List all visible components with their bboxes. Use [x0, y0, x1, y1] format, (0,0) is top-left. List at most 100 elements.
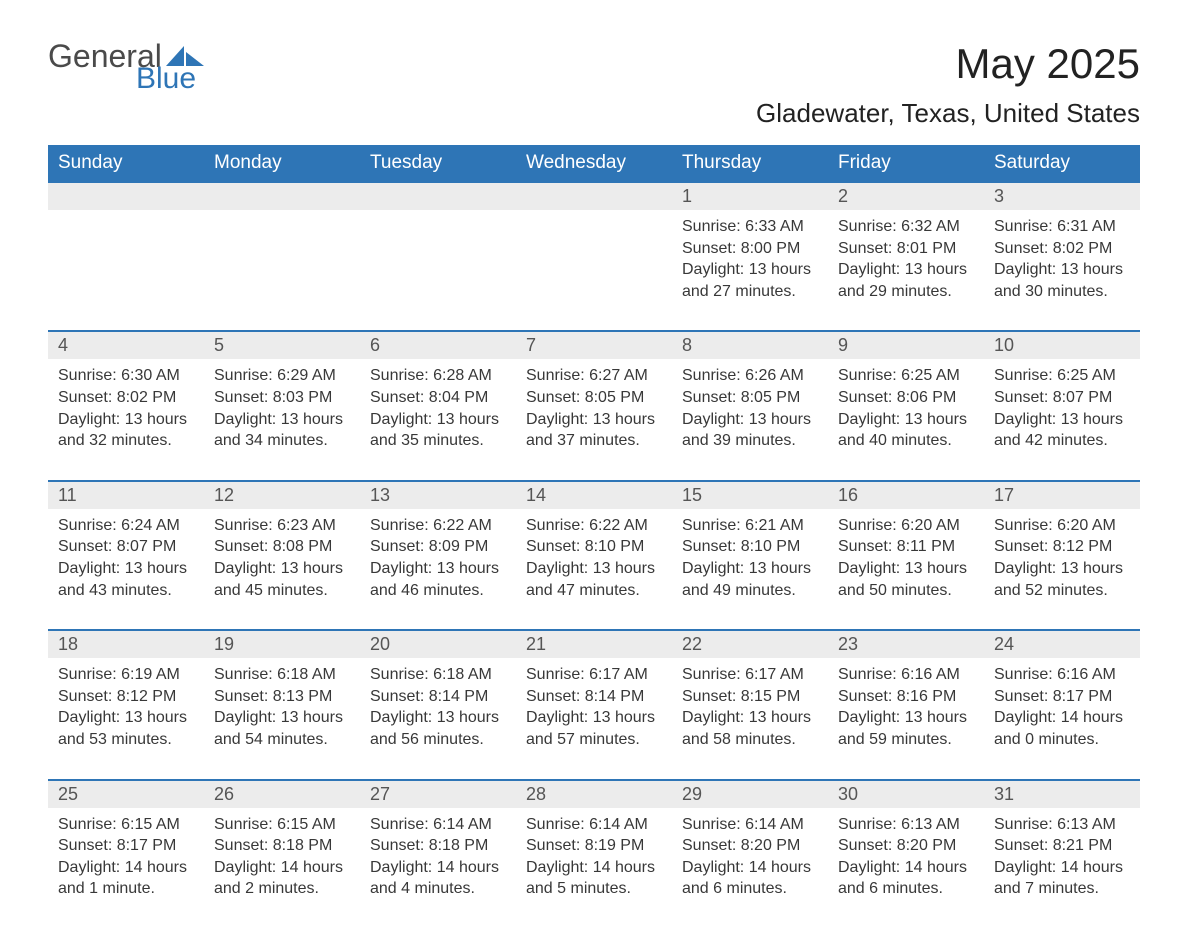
- daylight-line: Daylight: 13 hours and 37 minutes.: [526, 409, 662, 452]
- day-number-cell: 23: [828, 630, 984, 658]
- sunset-line: Sunset: 8:07 PM: [58, 536, 194, 558]
- day-number-cell: 22: [672, 630, 828, 658]
- day-info-cell: [204, 210, 360, 331]
- daylight-line: Daylight: 13 hours and 58 minutes.: [682, 707, 818, 750]
- day-number-cell: 29: [672, 780, 828, 808]
- day-info-cell: Sunrise: 6:13 AMSunset: 8:21 PMDaylight:…: [984, 808, 1140, 928]
- daylight-line: Daylight: 14 hours and 6 minutes.: [682, 857, 818, 900]
- sunset-line: Sunset: 8:17 PM: [994, 686, 1130, 708]
- day-info-cell: Sunrise: 6:14 AMSunset: 8:20 PMDaylight:…: [672, 808, 828, 928]
- daylight-line: Daylight: 13 hours and 54 minutes.: [214, 707, 350, 750]
- daylight-line: Daylight: 13 hours and 32 minutes.: [58, 409, 194, 452]
- daylight-line: Daylight: 13 hours and 43 minutes.: [58, 558, 194, 601]
- weekday-header: Monday: [204, 145, 360, 182]
- sunset-line: Sunset: 8:08 PM: [214, 536, 350, 558]
- day-number-cell: 17: [984, 481, 1140, 509]
- sunrise-line: Sunrise: 6:13 AM: [994, 814, 1130, 836]
- daylight-line: Daylight: 13 hours and 49 minutes.: [682, 558, 818, 601]
- daylight-line: Daylight: 13 hours and 29 minutes.: [838, 259, 974, 302]
- day-number-cell: 20: [360, 630, 516, 658]
- day-info-cell: Sunrise: 6:20 AMSunset: 8:12 PMDaylight:…: [984, 509, 1140, 630]
- sunrise-line: Sunrise: 6:17 AM: [682, 664, 818, 686]
- sunset-line: Sunset: 8:09 PM: [370, 536, 506, 558]
- sunrise-line: Sunrise: 6:31 AM: [994, 216, 1130, 238]
- sunset-line: Sunset: 8:14 PM: [526, 686, 662, 708]
- sunset-line: Sunset: 8:10 PM: [526, 536, 662, 558]
- day-info-row: Sunrise: 6:33 AMSunset: 8:00 PMDaylight:…: [48, 210, 1140, 331]
- sunrise-line: Sunrise: 6:18 AM: [370, 664, 506, 686]
- sunset-line: Sunset: 8:17 PM: [58, 835, 194, 857]
- day-info-cell: Sunrise: 6:15 AMSunset: 8:17 PMDaylight:…: [48, 808, 204, 928]
- day-info-cell: [516, 210, 672, 331]
- sunset-line: Sunset: 8:05 PM: [526, 387, 662, 409]
- sunset-line: Sunset: 8:12 PM: [994, 536, 1130, 558]
- day-number-cell: 8: [672, 331, 828, 359]
- weekday-header: Tuesday: [360, 145, 516, 182]
- daylight-line: Daylight: 13 hours and 53 minutes.: [58, 707, 194, 750]
- day-number-cell: 15: [672, 481, 828, 509]
- sunrise-line: Sunrise: 6:29 AM: [214, 365, 350, 387]
- daylight-line: Daylight: 14 hours and 7 minutes.: [994, 857, 1130, 900]
- day-number-row: 45678910: [48, 331, 1140, 359]
- day-info-cell: Sunrise: 6:21 AMSunset: 8:10 PMDaylight:…: [672, 509, 828, 630]
- day-info-cell: Sunrise: 6:28 AMSunset: 8:04 PMDaylight:…: [360, 359, 516, 480]
- sunrise-line: Sunrise: 6:15 AM: [214, 814, 350, 836]
- day-number-cell: 10: [984, 331, 1140, 359]
- sunset-line: Sunset: 8:06 PM: [838, 387, 974, 409]
- day-info-cell: Sunrise: 6:23 AMSunset: 8:08 PMDaylight:…: [204, 509, 360, 630]
- day-number-row: 25262728293031: [48, 780, 1140, 808]
- daylight-line: Daylight: 13 hours and 34 minutes.: [214, 409, 350, 452]
- sunset-line: Sunset: 8:15 PM: [682, 686, 818, 708]
- daylight-line: Daylight: 13 hours and 30 minutes.: [994, 259, 1130, 302]
- day-info-cell: Sunrise: 6:30 AMSunset: 8:02 PMDaylight:…: [48, 359, 204, 480]
- daylight-line: Daylight: 13 hours and 27 minutes.: [682, 259, 818, 302]
- day-number-cell: 11: [48, 481, 204, 509]
- sunrise-line: Sunrise: 6:17 AM: [526, 664, 662, 686]
- day-info-cell: Sunrise: 6:18 AMSunset: 8:14 PMDaylight:…: [360, 658, 516, 779]
- day-number-cell: 12: [204, 481, 360, 509]
- day-info-cell: [48, 210, 204, 331]
- day-info-cell: Sunrise: 6:27 AMSunset: 8:05 PMDaylight:…: [516, 359, 672, 480]
- day-info-cell: [360, 210, 516, 331]
- sunrise-line: Sunrise: 6:21 AM: [682, 515, 818, 537]
- day-info-cell: Sunrise: 6:14 AMSunset: 8:18 PMDaylight:…: [360, 808, 516, 928]
- logo: General Blue: [48, 40, 204, 94]
- daylight-line: Daylight: 14 hours and 1 minute.: [58, 857, 194, 900]
- sunset-line: Sunset: 8:13 PM: [214, 686, 350, 708]
- day-number-cell: 25: [48, 780, 204, 808]
- daylight-line: Daylight: 13 hours and 52 minutes.: [994, 558, 1130, 601]
- day-number-cell: [204, 182, 360, 210]
- sunrise-line: Sunrise: 6:14 AM: [526, 814, 662, 836]
- sunrise-line: Sunrise: 6:19 AM: [58, 664, 194, 686]
- daylight-line: Daylight: 14 hours and 2 minutes.: [214, 857, 350, 900]
- day-info-cell: Sunrise: 6:14 AMSunset: 8:19 PMDaylight:…: [516, 808, 672, 928]
- sunrise-line: Sunrise: 6:24 AM: [58, 515, 194, 537]
- day-info-cell: Sunrise: 6:19 AMSunset: 8:12 PMDaylight:…: [48, 658, 204, 779]
- daylight-line: Daylight: 13 hours and 57 minutes.: [526, 707, 662, 750]
- sunrise-line: Sunrise: 6:30 AM: [58, 365, 194, 387]
- sunset-line: Sunset: 8:02 PM: [58, 387, 194, 409]
- day-info-cell: Sunrise: 6:13 AMSunset: 8:20 PMDaylight:…: [828, 808, 984, 928]
- sunrise-line: Sunrise: 6:25 AM: [994, 365, 1130, 387]
- sunset-line: Sunset: 8:14 PM: [370, 686, 506, 708]
- sunset-line: Sunset: 8:03 PM: [214, 387, 350, 409]
- day-number-cell: 13: [360, 481, 516, 509]
- day-info-cell: Sunrise: 6:33 AMSunset: 8:00 PMDaylight:…: [672, 210, 828, 331]
- day-info-row: Sunrise: 6:15 AMSunset: 8:17 PMDaylight:…: [48, 808, 1140, 928]
- day-info-row: Sunrise: 6:24 AMSunset: 8:07 PMDaylight:…: [48, 509, 1140, 630]
- day-number-cell: 14: [516, 481, 672, 509]
- sunset-line: Sunset: 8:12 PM: [58, 686, 194, 708]
- day-number-cell: 30: [828, 780, 984, 808]
- day-info-cell: Sunrise: 6:20 AMSunset: 8:11 PMDaylight:…: [828, 509, 984, 630]
- sunset-line: Sunset: 8:20 PM: [682, 835, 818, 857]
- sunrise-line: Sunrise: 6:20 AM: [994, 515, 1130, 537]
- sunset-line: Sunset: 8:05 PM: [682, 387, 818, 409]
- day-info-cell: Sunrise: 6:22 AMSunset: 8:10 PMDaylight:…: [516, 509, 672, 630]
- day-number-cell: 21: [516, 630, 672, 658]
- sunset-line: Sunset: 8:10 PM: [682, 536, 818, 558]
- day-number-row: 11121314151617: [48, 481, 1140, 509]
- sunrise-line: Sunrise: 6:16 AM: [994, 664, 1130, 686]
- sunrise-line: Sunrise: 6:14 AM: [682, 814, 818, 836]
- day-info-cell: Sunrise: 6:32 AMSunset: 8:01 PMDaylight:…: [828, 210, 984, 331]
- day-number-cell: 27: [360, 780, 516, 808]
